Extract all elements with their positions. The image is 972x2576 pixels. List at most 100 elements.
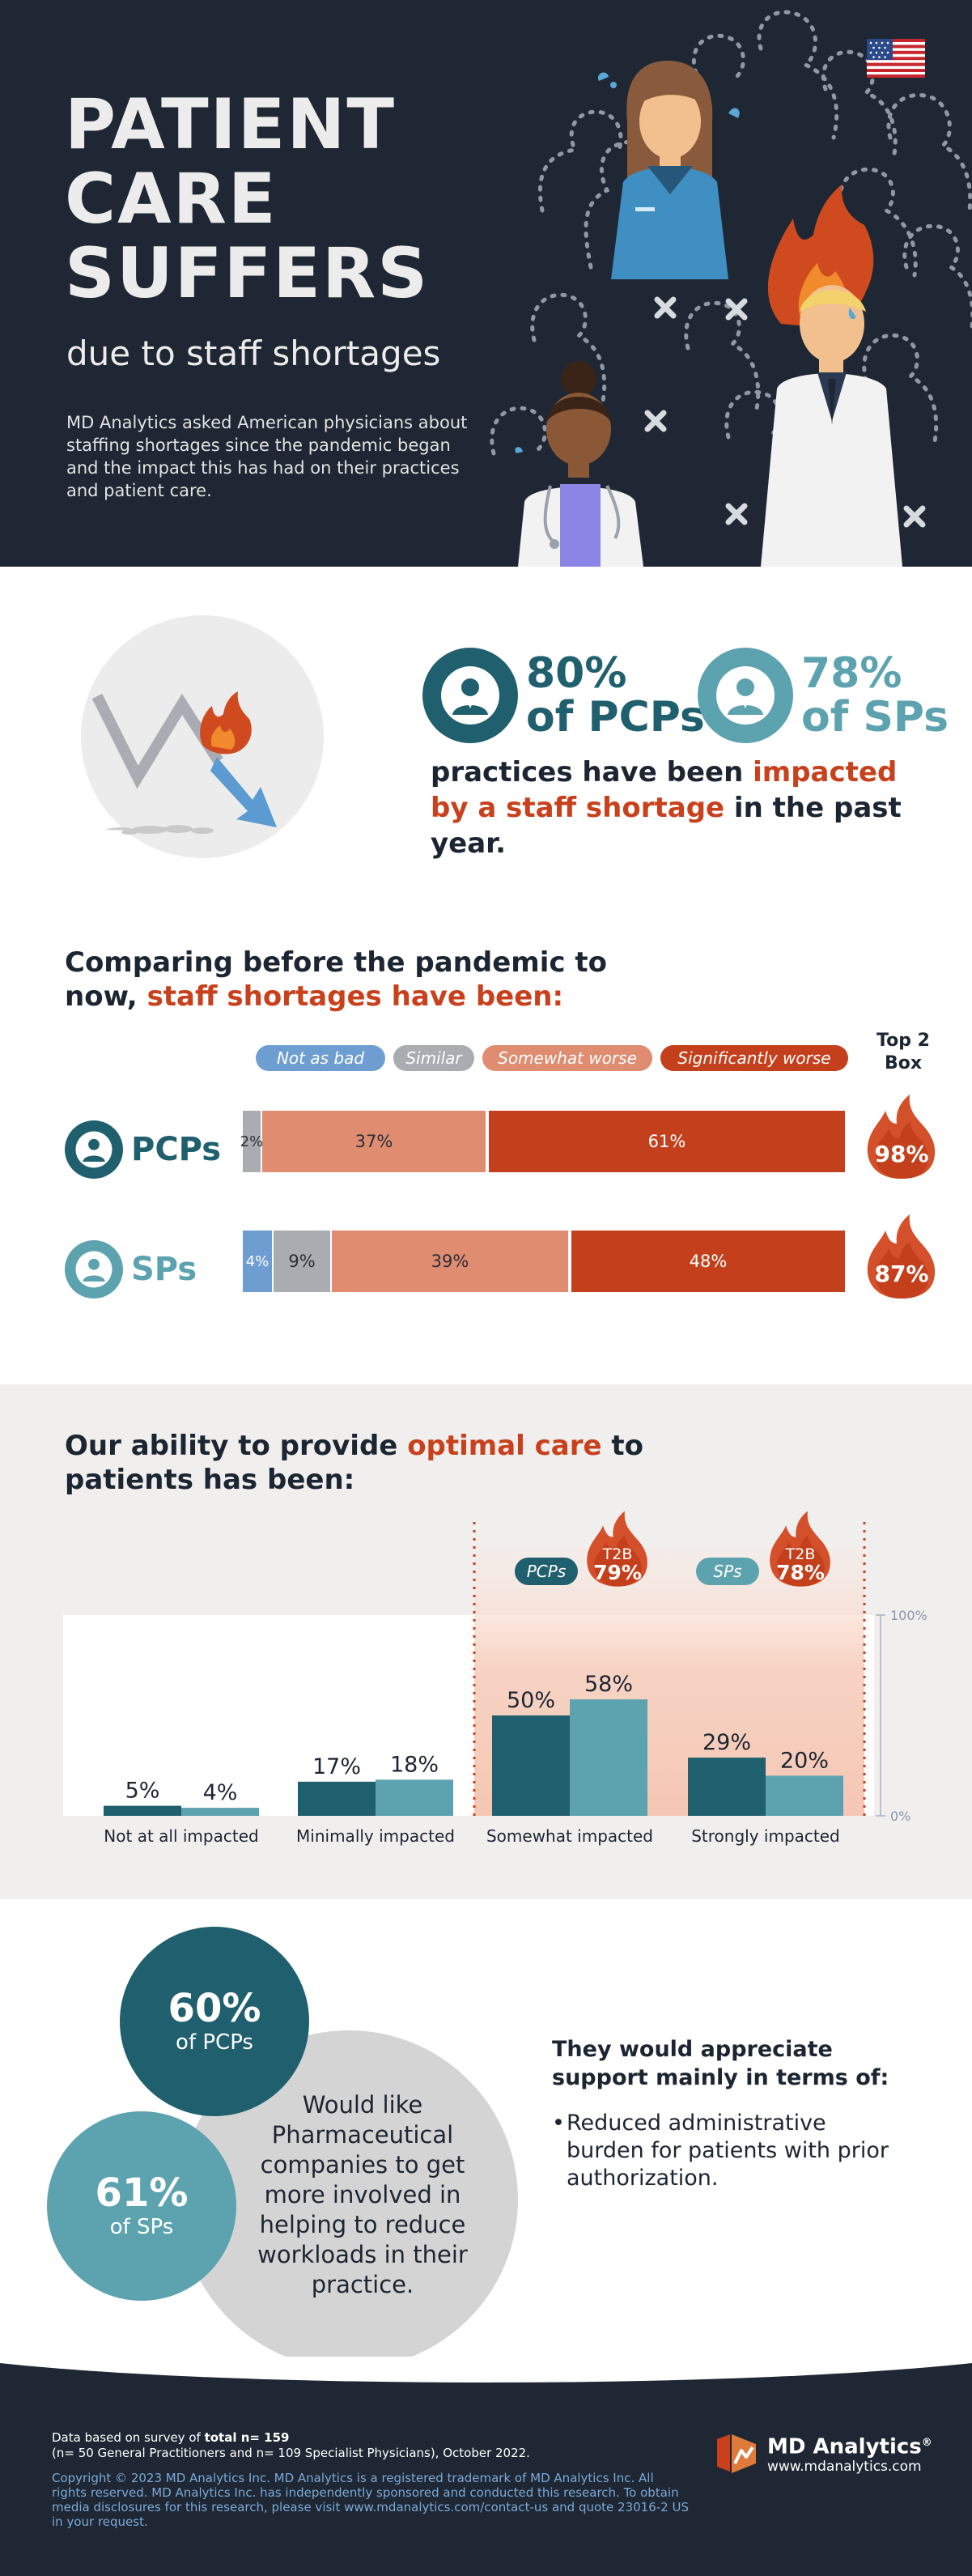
sp-row-label: SPs [65, 1240, 197, 1299]
survey-note: Data based on survey of total n= 159 [52, 2430, 289, 2446]
male-doctor-on-fire-icon [761, 185, 902, 567]
pcp-stacked-bar: 2% 37% 61% [240, 1111, 845, 1172]
registered-mark: ® [921, 2436, 932, 2449]
pcp-segment-somewhat-worse: 37% [262, 1111, 486, 1172]
bar-value-label-pcps-1: 17% [312, 1754, 361, 1779]
comparison-title: Comparing before the pandemic to now, st… [65, 946, 664, 1014]
legend-not-as-bad: Not as bad [256, 1045, 385, 1071]
md-analytics-logo-icon [717, 2434, 756, 2473]
comparison-title-pre: Comparing before the pandemic to now, [65, 946, 607, 1013]
support-title: They would appreciate support mainly in … [552, 2037, 889, 2090]
bar-sps-2 [570, 1699, 647, 1816]
downtrend-chart-on-fire-icon [81, 615, 324, 858]
impact-caption-highlight: impacted by a staff shortage [431, 756, 898, 824]
sp-impact-stat: 78% of SPs [698, 648, 949, 743]
brand-url-link[interactable]: www.mdanalytics.com [767, 2459, 922, 2476]
hero-illustration [490, 10, 972, 567]
pcp-segment-similar: 2% [240, 1111, 263, 1172]
sp-segment-not-as-bad: 4% [243, 1231, 272, 1292]
support-bullet-text: Reduced administrative burden for patien… [567, 2111, 889, 2191]
x-mark-icon [644, 296, 926, 528]
category-label-2: Somewhat impacted [486, 1826, 653, 1846]
bar-pcps-1 [298, 1781, 376, 1816]
sp-segment-significantly-worse: 48% [571, 1231, 845, 1292]
sp-impact-percent: 78% [801, 649, 902, 698]
hero-title: PATIENT CARE SUFFERS [65, 84, 430, 314]
nurse-icon [515, 361, 643, 567]
hero-section: PATIENT CARE SUFFERS due to staff shorta… [0, 0, 972, 567]
sp-t2b-flame-badge: T2B 78% [766, 1507, 835, 1592]
impact-caption: practices have been impacted by a staff … [431, 755, 932, 861]
care-title-post: to patients has been: [65, 1430, 644, 1496]
pcp-impact-percent: 80% [526, 649, 627, 698]
support-bullet-item: • Reduced administrative burden for pati… [552, 2110, 892, 2192]
pcp-impact-stat: 80% of PCPs [422, 648, 705, 743]
legend-somewhat-worse: Somewhat worse [482, 1045, 652, 1071]
category-label-0: Not at all impacted [104, 1826, 258, 1846]
flame-icon [587, 1511, 647, 1587]
impact-caption-pre: practices have been [431, 756, 753, 789]
bar-value-label-sps-3: 20% [780, 1748, 829, 1773]
impact-section: 80% of PCPs 78% of SPs practices have be… [0, 567, 972, 1384]
care-title-pre: Our ability to provide [65, 1430, 408, 1462]
impact-caption-post: in the past year. [431, 792, 902, 860]
pcp-t2b-flame-badge: T2B 79% [583, 1507, 652, 1592]
pcp-row-label: PCPs [65, 1120, 221, 1179]
survey-note-pre: Data based on survey of [52, 2430, 205, 2445]
chart-legend-pcps: PCPs [515, 1558, 578, 1585]
bar-value-label-sps-1: 18% [390, 1752, 439, 1777]
copyright-text: Copyright © 2023 MD Analytics Inc. MD An… [52, 2471, 689, 2529]
physician-avatar-icon [65, 1120, 123, 1179]
bar-sps-3 [766, 1775, 843, 1816]
sp-top2-flame-badge: 87% [863, 1213, 940, 1302]
bar-pcps-0 [104, 1805, 181, 1816]
pcp-t2b-value: 79% [593, 1561, 642, 1584]
physician-avatar-icon [698, 648, 793, 743]
support-center-text: Would like Pharmaceutical companies to g… [257, 2091, 468, 2298]
category-label-1: Minimally impacted [296, 1826, 455, 1846]
sp-segment-somewhat-worse: 39% [332, 1231, 568, 1292]
female-doctor-icon [597, 61, 740, 279]
bar-pcps-3 [688, 1758, 766, 1816]
sp-top2-value: 87% [874, 1260, 929, 1287]
bar-value-label-pcps-2: 50% [507, 1688, 555, 1713]
comparison-title-highlight: staff shortages have been: [146, 980, 564, 1013]
top2-box-label: Top 2 Box [876, 1031, 930, 1073]
footer: Data based on survey of total n= 159 (n=… [0, 2357, 972, 2576]
sp-impact-label: of SPs [801, 693, 949, 742]
pcp-support-percent: 60% [168, 1986, 261, 2031]
y-tick-0: 0% [890, 1809, 910, 1824]
footer-curve [0, 2357, 972, 2383]
y-tick-100: 100% [890, 1608, 927, 1623]
survey-detail: (n= 50 General Practitioners and n= 109 … [52, 2446, 530, 2460]
pcp-segment-significantly-worse: 61% [489, 1111, 845, 1172]
sp-t2b-value: 78% [776, 1561, 825, 1584]
sp-support-percent: 61% [95, 2170, 189, 2216]
sp-stacked-bar: 4% 9% 39% 48% [243, 1231, 845, 1292]
pcp-support-circle: 60% of PCPs [120, 1927, 309, 2116]
sp-t2b-label: T2B [785, 1545, 816, 1563]
flame-icon [867, 1214, 936, 1299]
brand-name: MD Analytics [767, 2434, 922, 2459]
bullet-dot-icon: • [552, 2111, 565, 2136]
care-title-highlight: optimal care [407, 1430, 602, 1462]
pcp-support-label: of PCPs [176, 2030, 253, 2055]
bar-sps-0 [181, 1808, 259, 1816]
category-label-3: Strongly impacted [691, 1826, 840, 1846]
hero-description: MD Analytics asked American physicians a… [66, 413, 468, 500]
support-section: Would like Pharmaceutical companies to g… [0, 1899, 972, 2369]
bar-pcps-2 [492, 1715, 570, 1816]
care-section: Our ability to provide optimal care to p… [0, 1384, 972, 1899]
pcp-impact-label: of PCPs [526, 693, 705, 742]
md-analytics-brand[interactable]: MD Analytics® www.mdanalytics.com [714, 2431, 932, 2476]
us-flag-icon [867, 39, 925, 78]
survey-note-total: total n= 159 [204, 2430, 290, 2445]
flame-icon [867, 1095, 936, 1179]
pcp-top2-flame-badge: 98% [863, 1093, 940, 1182]
legend-similar: Similar [393, 1045, 474, 1071]
sp-row-name: SPs [131, 1251, 197, 1288]
chart-legend-sps: SPs [696, 1558, 759, 1585]
sp-support-label: of SPs [109, 2215, 174, 2239]
flame-icon [770, 1511, 830, 1587]
care-bar-chart: 100% 0% 5% 4% Not at all impacted 17% 18% Min… [104, 1522, 927, 1846]
